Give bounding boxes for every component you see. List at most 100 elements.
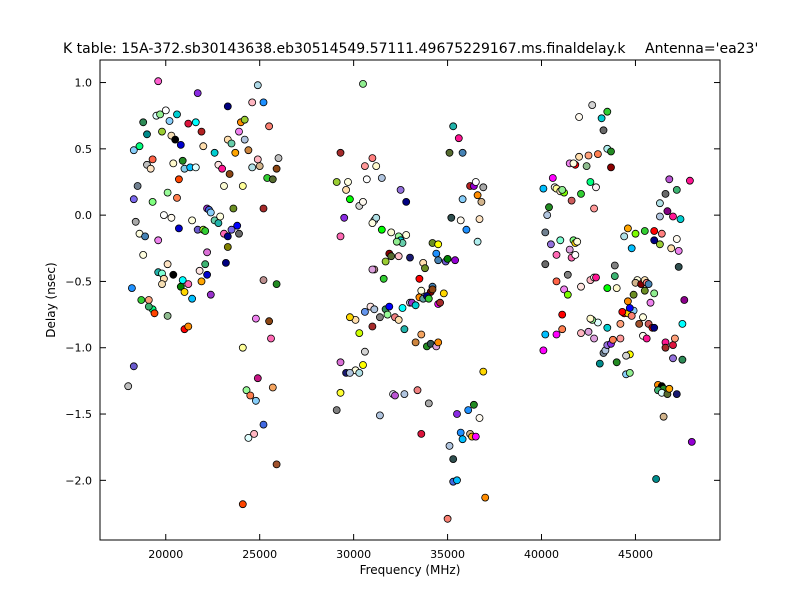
data-point-242	[453, 410, 461, 418]
data-point-126	[267, 334, 275, 343]
y-tick-label: −1.0	[65, 342, 92, 355]
data-point-260	[603, 107, 612, 116]
data-point-391	[665, 175, 674, 184]
data-point-45	[218, 164, 227, 173]
data-point-116	[251, 396, 260, 405]
data-point-58	[141, 232, 150, 241]
data-point-317	[640, 286, 649, 295]
data-point-104	[203, 248, 212, 257]
data-point-87	[144, 296, 153, 304]
data-point-398	[625, 304, 634, 312]
data-point-109	[158, 280, 166, 289]
data-point-118	[259, 420, 268, 429]
data-point-184	[383, 310, 392, 319]
data-point-176	[370, 305, 379, 314]
data-point-110	[124, 382, 133, 391]
data-point-302	[577, 282, 585, 291]
y-tick-label: −1.5	[65, 408, 92, 421]
data-point-182	[368, 322, 377, 331]
data-point-10	[223, 102, 232, 111]
y-axis-ticks: −2.0 −1.5 −1.0 −0.5 0.0 0.5 1.0	[65, 77, 720, 487]
data-point-129	[259, 204, 268, 213]
data-point-77	[223, 232, 232, 241]
data-point-97	[180, 288, 189, 296]
data-point-399	[618, 307, 627, 316]
data-point-244	[458, 435, 467, 444]
data-point-203	[417, 330, 426, 339]
data-point-15	[259, 98, 268, 107]
data-point-369	[678, 355, 687, 364]
data-point-236	[456, 216, 465, 225]
data-point-178	[360, 307, 369, 316]
data-point-4	[161, 106, 170, 115]
data-point-383	[631, 229, 640, 238]
y-tick-label: −2.0	[65, 474, 92, 487]
data-point-39	[174, 175, 183, 184]
data-point-267	[575, 152, 583, 161]
data-point-34	[133, 182, 142, 190]
data-point-115	[246, 391, 255, 400]
data-point-345	[609, 335, 617, 344]
data-point-127	[272, 280, 281, 289]
data-point-81	[233, 221, 242, 230]
data-point-60	[154, 236, 163, 245]
data-point-159	[381, 257, 390, 266]
data-point-32	[265, 122, 274, 131]
data-point-211	[359, 361, 367, 369]
data-point-170	[432, 249, 441, 258]
data-point-167	[421, 264, 429, 273]
data-point-198	[428, 285, 437, 294]
data-point-114	[242, 386, 251, 395]
data-point-214	[336, 358, 345, 367]
data-point-86	[137, 296, 146, 304]
data-point-248	[469, 400, 478, 409]
data-point-285	[545, 203, 553, 212]
data-point-301	[563, 290, 572, 299]
data-point-375	[672, 235, 681, 243]
data-point-307	[612, 284, 621, 293]
x-tick-label: 40000	[524, 548, 559, 561]
data-point-33	[235, 127, 243, 136]
data-point-152	[402, 231, 411, 239]
data-point-194	[417, 286, 426, 295]
data-point-322	[627, 311, 636, 320]
data-point-105	[195, 266, 204, 275]
data-point-23	[197, 127, 206, 136]
data-point-374	[667, 244, 676, 253]
data-point-187	[394, 315, 403, 324]
data-point-65	[174, 224, 183, 233]
data-point-327	[650, 323, 659, 332]
data-point-379	[669, 212, 677, 221]
y-tick-label: 0.5	[75, 143, 93, 156]
data-point-250	[475, 414, 484, 422]
data-point-281	[577, 189, 585, 198]
data-point-106	[163, 311, 172, 320]
data-point-3	[156, 110, 165, 119]
data-point-121	[250, 429, 259, 438]
data-point-156	[336, 232, 345, 241]
data-point-38	[169, 159, 178, 168]
data-point-122	[272, 460, 281, 469]
data-point-59	[148, 197, 157, 206]
data-point-54	[274, 154, 283, 163]
data-point-396	[610, 261, 619, 270]
data-point-53	[272, 164, 281, 173]
data-point-222	[400, 390, 409, 399]
data-point-36	[146, 164, 155, 173]
data-point-192	[411, 301, 420, 310]
data-point-124	[251, 314, 260, 323]
data-point-143	[340, 213, 349, 222]
data-point-230	[471, 178, 480, 186]
data-point-256	[443, 514, 452, 523]
data-point-172	[434, 256, 443, 265]
data-point-323	[635, 319, 644, 328]
data-point-155	[402, 197, 411, 206]
data-point-395	[674, 246, 683, 255]
data-point-17	[135, 142, 144, 151]
data-point-84	[139, 250, 148, 259]
data-point-291	[552, 250, 561, 259]
data-point-332	[586, 314, 595, 323]
data-point-112	[144, 302, 153, 311]
